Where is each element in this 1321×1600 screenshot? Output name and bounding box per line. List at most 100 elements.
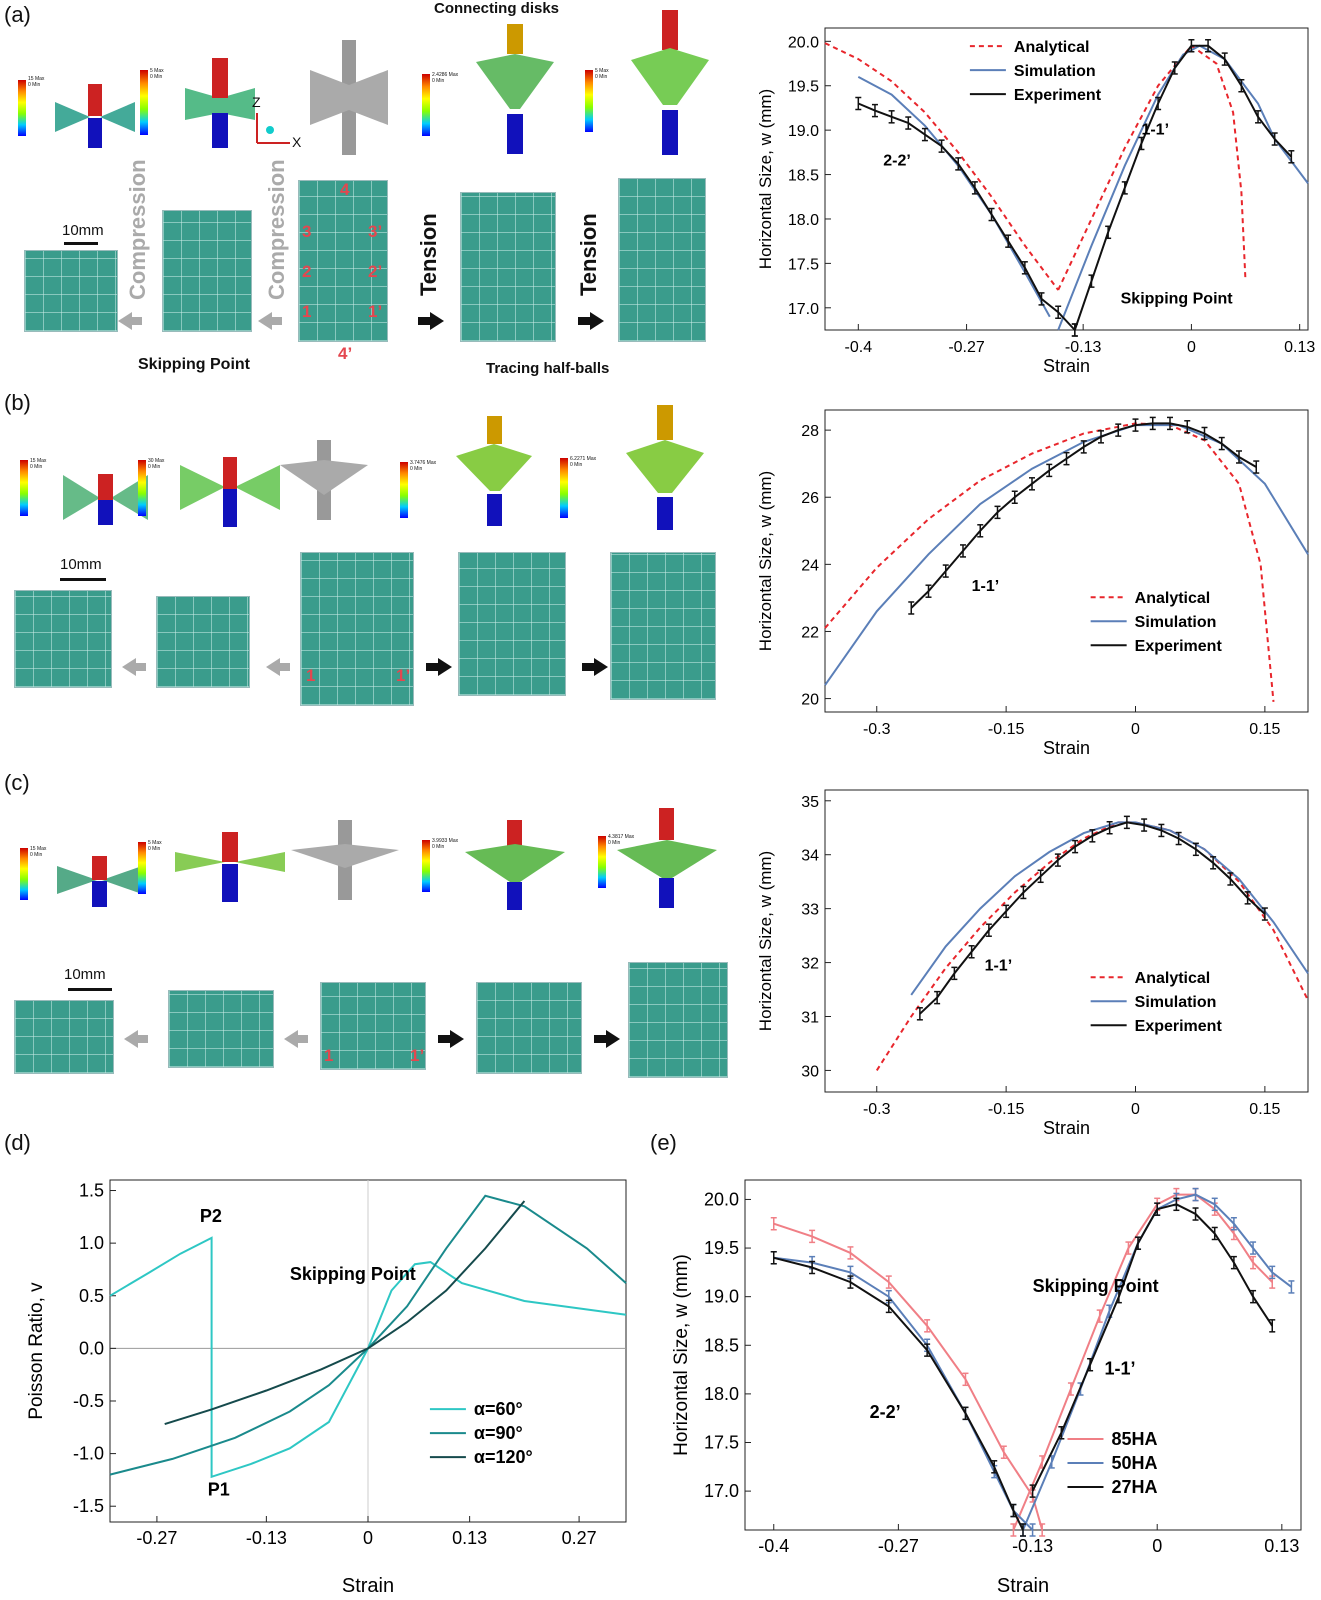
fea-legend-values: 5 Max 0 Min xyxy=(148,840,162,852)
panel-label-c: (c) xyxy=(4,770,30,795)
fea-undeformed-mesh xyxy=(291,820,399,900)
fea-legend-values: 5 Max 0 Min xyxy=(150,68,164,80)
chart-b-ytick-label: 26 xyxy=(801,490,819,507)
specimen-photo xyxy=(24,250,118,332)
chart-e-ytick-label: 17.0 xyxy=(704,1481,739,1501)
chart-a-xtick-label: 0.13 xyxy=(1284,339,1315,356)
chart-e-xtick-label: -0.13 xyxy=(1012,1536,1053,1556)
fea-shape-tension xyxy=(476,24,554,154)
chart-e-legend-label: 27HA xyxy=(1111,1477,1157,1497)
fea-legend-values: 15 Max 0 Min xyxy=(30,846,47,858)
scale-bar-label: 10mm xyxy=(62,222,104,239)
chart-d-xlabel: Strain xyxy=(342,1575,394,1597)
chart-a-series-line xyxy=(857,102,1076,331)
node-label: 2 xyxy=(302,262,312,281)
arrow-right-icon xyxy=(582,658,608,676)
specimen-photo xyxy=(460,192,556,342)
fea-legend-values: 2.4286 Max 0 Min xyxy=(432,72,459,84)
fea-colorbar xyxy=(560,458,568,518)
arrow-left-icon xyxy=(284,1030,308,1048)
chart-e-ytick-label: 17.5 xyxy=(704,1433,739,1453)
arrow-left-icon xyxy=(258,312,282,330)
arrow-left-icon xyxy=(124,1030,148,1048)
chart-a-frame xyxy=(824,27,1309,331)
fea-legend-values: 4.3817 Max 0 Min xyxy=(608,834,635,846)
fea-legend-values: 3.7476 Max 0 Min xyxy=(410,460,437,472)
fea-shape-tension xyxy=(456,416,532,526)
fea-colorbar xyxy=(140,70,148,135)
chart-d-legend-label: α=90° xyxy=(474,1423,523,1443)
arrow-left-icon xyxy=(118,312,142,330)
chart-e-legend-label: 85HA xyxy=(1111,1429,1157,1449)
chart-d-xtick-label: -0.13 xyxy=(246,1528,287,1548)
chart-c-xtick-label: -0.15 xyxy=(988,1101,1025,1118)
chart-b-frame xyxy=(824,409,1309,713)
chart-e-series-line xyxy=(1031,1203,1274,1492)
panel-label-d: (d) xyxy=(4,1130,31,1155)
fea-colorbar xyxy=(138,842,146,894)
specimen-photo xyxy=(14,590,112,688)
chart-b-legend-label: Experiment xyxy=(1135,638,1223,655)
fea-undeformed-mesh xyxy=(310,40,388,155)
chart-b-xtick-label: -0.15 xyxy=(988,721,1025,738)
chart-e-ytick-label: 19.5 xyxy=(704,1238,739,1258)
panel-label-e: (e) xyxy=(650,1130,677,1155)
specimen-photo xyxy=(14,1000,114,1074)
chart-d-xtick-label: 0.27 xyxy=(562,1528,597,1548)
chart-a-ytick-label: 19.5 xyxy=(788,79,819,96)
fea-legend-values: 15 Max 0 Min xyxy=(30,458,47,470)
chart-c-xtick-label: 0 xyxy=(1131,1101,1140,1118)
chart-e-frame xyxy=(744,1179,1302,1531)
fea-undeformed-mesh xyxy=(280,440,368,520)
chart-e-series-line xyxy=(773,1256,1024,1531)
chart-c-frame xyxy=(824,789,1309,1093)
chart-a-ytick-label: 20.0 xyxy=(788,34,819,51)
chart-d-ytick-label: 1.5 xyxy=(79,1181,104,1201)
chart-b-xlabel: Strain xyxy=(1043,738,1090,758)
chart-e-ylabel: Horizontal Size, w (mm) xyxy=(671,1254,692,1456)
chart-e-legend-label: 50HA xyxy=(1111,1453,1157,1473)
fea-shape-tension-2 xyxy=(631,10,709,155)
fea-shape-compressed-2 xyxy=(175,832,285,902)
chart-e-xtick-label: 0 xyxy=(1152,1536,1162,1556)
scale-bar-label: 10mm xyxy=(60,556,102,573)
tracing-half-balls-label: Tracing half-balls xyxy=(486,360,610,377)
chart-d-xtick-label: 0 xyxy=(363,1528,373,1548)
compression-label: Compression xyxy=(125,159,150,300)
node-label: 1 xyxy=(324,1046,334,1065)
node-label: 1’ xyxy=(396,666,411,685)
fea-colorbar xyxy=(18,80,26,136)
chart-b-xtick-label: 0 xyxy=(1131,721,1140,738)
specimen-photo xyxy=(628,962,728,1078)
fea-colorbar xyxy=(422,840,430,892)
chart-b-ytick-label: 28 xyxy=(801,423,819,440)
chart-c-annotation: 1-1’ xyxy=(985,958,1013,975)
chart-a-ytick-label: 18.0 xyxy=(788,212,819,229)
specimen-photo xyxy=(300,552,414,706)
chart-c-ytick-label: 32 xyxy=(801,956,819,973)
chart-b-ylabel: Horizontal Size, w (mm) xyxy=(756,471,775,651)
scale-bar xyxy=(68,988,112,991)
chart-c-ytick-label: 30 xyxy=(801,1063,819,1080)
chart-d-series-line xyxy=(109,1194,627,1476)
chart-a-legend-label: Analytical xyxy=(1014,39,1090,56)
fea-legend-values: 30 Max 0 Min xyxy=(148,458,165,470)
chart-e-xtick-label: 0.13 xyxy=(1264,1536,1299,1556)
specimen-photo xyxy=(168,990,274,1068)
chart-d-xtick-label: 0.13 xyxy=(452,1528,487,1548)
chart-d-xtick-label: -0.27 xyxy=(136,1528,177,1548)
chart-d-ytick-label: -1.0 xyxy=(73,1444,104,1464)
chart-d-series-group xyxy=(109,1194,627,1479)
specimen-photo xyxy=(298,180,388,342)
chart-d-ytick-label: 0.0 xyxy=(79,1338,104,1358)
chart-d-annotation: P2 xyxy=(200,1206,222,1226)
chart-c-ytick-label: 35 xyxy=(801,794,819,811)
chart-a-ytick-label: 18.5 xyxy=(788,168,819,185)
chart-e-series-line xyxy=(1012,1193,1273,1531)
chart-d-annotation: P1 xyxy=(208,1480,230,1500)
chart-a-series-line xyxy=(857,76,1051,318)
chart-e-series-group xyxy=(770,1187,1295,1537)
arrow-right-icon xyxy=(594,1030,620,1048)
panel-label-b: (b) xyxy=(4,390,31,415)
chart-c-ytick-label: 33 xyxy=(801,902,819,919)
